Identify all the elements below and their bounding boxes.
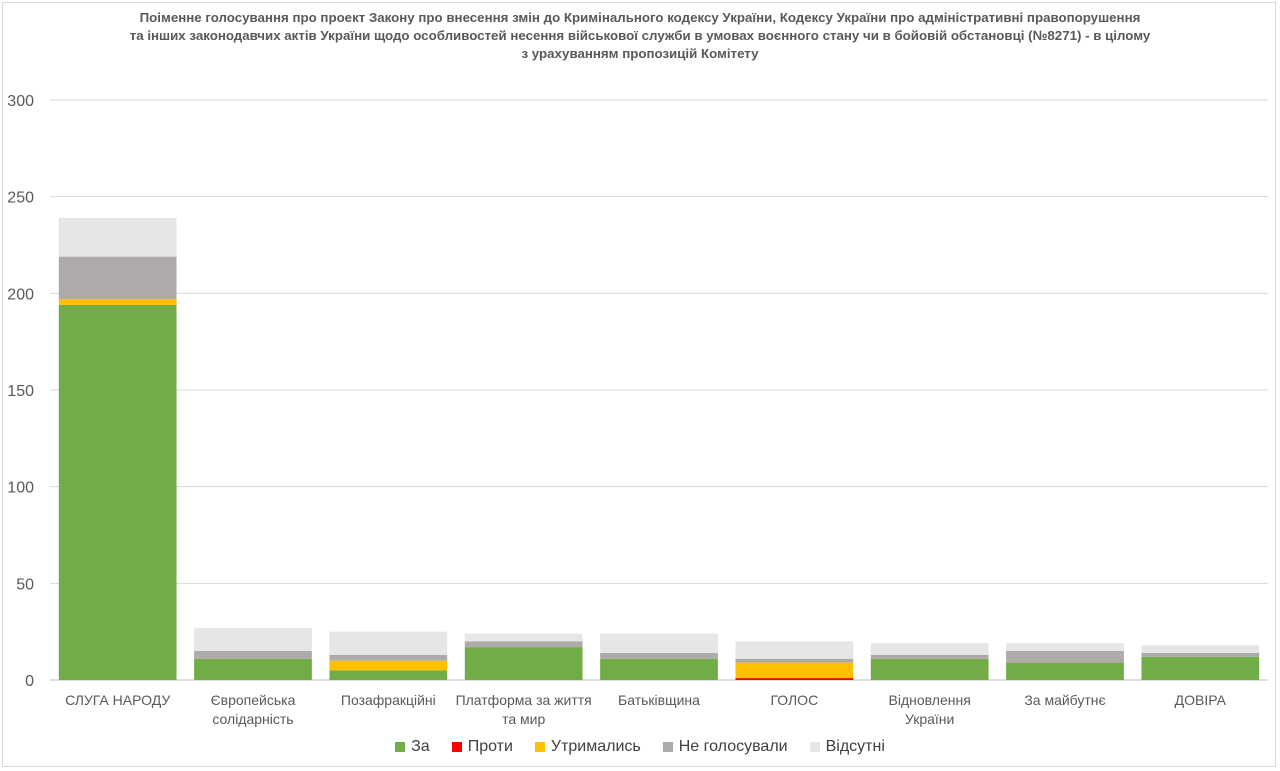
bar-segment — [194, 651, 312, 659]
legend-label: Утримались — [550, 738, 641, 755]
chart-title-line: та інших законодавчих актів України щодо… — [129, 28, 1151, 43]
bar-segment — [464, 647, 583, 680]
chart-title-line: з урахуванням пропозицій Комітету — [521, 46, 759, 61]
bar-segment — [58, 299, 177, 305]
bar-segment — [1141, 645, 1260, 653]
y-tick-label: 100 — [7, 480, 34, 497]
y-tick-label: 300 — [7, 93, 34, 110]
bar-segment — [194, 658, 312, 680]
bar-segment — [735, 658, 854, 663]
legend-item: Утримались — [534, 738, 641, 756]
bar-segment — [329, 654, 448, 661]
y-tick-label: 250 — [7, 190, 34, 207]
y-axis: 0 50 100 150 200 250 300 — [7, 93, 34, 690]
legend-swatch — [451, 742, 462, 752]
y-tick-label: 0 — [25, 673, 34, 690]
legend-item: Не голосували — [662, 738, 788, 756]
legend-item: Відсутні — [809, 738, 885, 756]
x-tick-label: СЛУГА НАРОДУ — [65, 692, 170, 708]
chart-title: Поіменне голосування про проект Закону п… — [60, 9, 1220, 63]
bar-segment — [1006, 643, 1124, 651]
bar-segment — [1141, 656, 1260, 680]
x-tick-label: Відновлення України — [889, 692, 971, 727]
legend-label: Проти — [467, 738, 513, 755]
legend-item: Проти — [451, 738, 513, 756]
bar-segment — [58, 256, 177, 300]
x-tick-label: Платформа за життя та мир — [456, 692, 592, 727]
bar-segment — [1006, 651, 1124, 663]
bar-segment — [870, 654, 989, 659]
legend-swatch — [534, 742, 545, 752]
y-tick-label: 50 — [16, 576, 34, 593]
x-axis: СЛУГА НАРОДУ Європейська солідарність Позаф… — [65, 692, 1227, 727]
x-tick-label: ГОЛОС — [770, 692, 818, 708]
legend-swatch — [809, 742, 820, 752]
bar-segment — [870, 643, 989, 655]
x-tick-label: Батьківщина — [618, 692, 700, 708]
y-tick-label: 200 — [7, 286, 34, 303]
x-tick-label: ДОВІРА — [1175, 692, 1227, 708]
bars — [58, 217, 1260, 680]
bar-segment — [464, 641, 583, 648]
chart-title-line: Поіменне голосування про проект Закону п… — [139, 10, 1141, 25]
y-tick-label: 150 — [7, 383, 34, 400]
legend-swatch — [395, 742, 406, 752]
legend: За Проти Утримались Не голосували Відсут… — [0, 738, 1280, 756]
bar-segment — [1141, 652, 1260, 657]
x-tick-label: Європейська солідарність — [211, 692, 296, 727]
bar-segment — [329, 660, 448, 671]
bar-segment — [600, 658, 718, 680]
bar-segment — [58, 217, 177, 257]
x-tick-label: Позафракційні — [341, 692, 436, 708]
bar-segment — [870, 658, 989, 680]
bar-segment — [329, 631, 448, 655]
bar-segment — [58, 304, 177, 680]
bar-segment — [735, 678, 854, 680]
x-tick-label: За майбутнє — [1024, 692, 1105, 708]
bar-segment — [464, 633, 583, 642]
legend-swatch — [662, 742, 673, 752]
bar-segment — [1006, 662, 1124, 680]
bar-segment — [600, 652, 718, 659]
bar-segment — [329, 670, 448, 680]
legend-label: Відсутні — [825, 738, 885, 755]
gridlines — [50, 99, 1268, 681]
bar-segment — [600, 633, 718, 653]
legend-label: Не голосували — [678, 738, 788, 755]
bar-segment — [735, 641, 854, 659]
legend-item: За — [395, 738, 430, 756]
bar-segment — [735, 662, 854, 679]
legend-label: За — [411, 738, 430, 755]
bar-segment — [194, 627, 312, 651]
